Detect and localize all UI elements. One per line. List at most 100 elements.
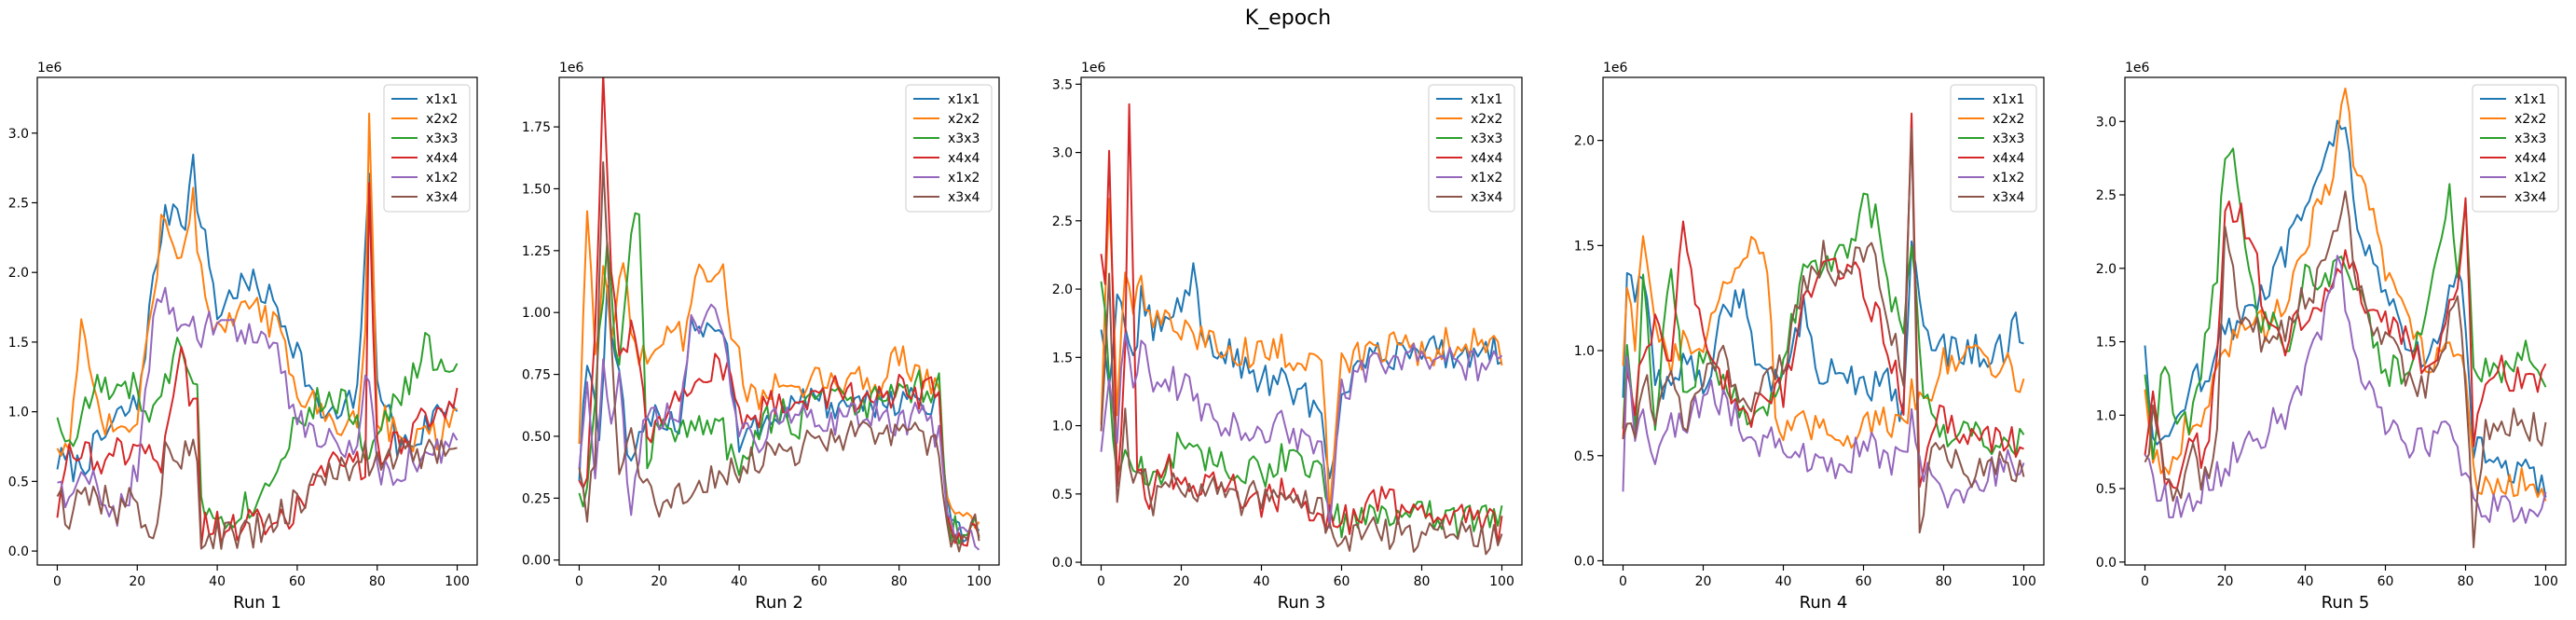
x-axis-label: Run 4 (1800, 593, 1848, 613)
axes-frame (2124, 76, 2567, 566)
plot-area (1100, 103, 1503, 556)
x-tick-label: 0 (53, 574, 62, 589)
x-axis-label: Run 2 (755, 593, 803, 613)
legend-label: x4x4 (948, 151, 980, 166)
series-line-x3x4 (578, 161, 980, 553)
y-tick-label: 1.0 (8, 406, 29, 420)
legend-label: x1x2 (1471, 171, 1502, 186)
legend: x1x1 x2x2 x3x3 x4x4 x1x2 x3x4 (2472, 84, 2559, 213)
legend-label: x2x2 (1993, 112, 2024, 127)
legend-label: x4x4 (1993, 151, 2024, 166)
legend-label: x3x3 (948, 131, 980, 146)
plot-area (2144, 87, 2547, 549)
y-tick-label: 3.0 (1052, 146, 1073, 161)
series-line-x1x1 (1100, 262, 1502, 480)
x-tick-label: 100 (445, 574, 470, 589)
series-line-x3x4 (1622, 128, 2025, 534)
legend: x1x1 x2x2 x3x3 x4x4 x1x2 x3x4 (905, 84, 993, 213)
y-tick-label: 3.0 (8, 127, 29, 142)
legend-label: x1x1 (426, 92, 458, 107)
legend-label: x3x4 (426, 190, 458, 205)
x-tick-label: 80 (1414, 574, 1431, 589)
x-tick-label: 0 (2141, 574, 2149, 589)
x-tick-label: 20 (1695, 574, 1712, 589)
y-tick-label: 0.5 (8, 475, 29, 489)
series-line-x4x4 (56, 182, 459, 548)
x-tick-label: 40 (731, 574, 747, 589)
y-tick-label: 0.0 (2096, 556, 2117, 571)
legend-label: x3x4 (1993, 190, 2024, 205)
x-tick-label: 40 (1775, 574, 1792, 589)
series-line-x3x3 (1622, 192, 2025, 457)
y-tick-label: 2.0 (1052, 282, 1073, 297)
x-tick-label: 20 (651, 574, 667, 589)
x-tick-label: 80 (1936, 574, 1953, 589)
legend-label: x3x4 (1471, 190, 1502, 205)
y-tick-label: 0.75 (522, 368, 551, 383)
legend-label: x3x3 (1993, 131, 2024, 146)
series-line-x3x4 (1100, 272, 1503, 556)
plot-area (1622, 112, 2025, 534)
legend: x1x1 x2x2 x3x3 x4x4 x1x2 x3x4 (1428, 84, 1515, 213)
legend-label: x4x4 (426, 151, 458, 166)
axes-frame (1080, 76, 1523, 566)
y-tick-label: 0.5 (1052, 488, 1073, 503)
subplot-3: 0 20 40 60 80 100 0.0 0.5 1.0 1.5 2.0 2.5 3.0 3.5 1e6 R… (1052, 61, 1523, 613)
y-tick-label: 2.0 (2096, 262, 2117, 277)
legend-label: x3x4 (2514, 190, 2546, 205)
x-tick-label: 0 (1619, 574, 1627, 589)
series-line-x1x1 (1622, 240, 2024, 422)
series-line-x4x4 (1622, 112, 2024, 489)
series-line-x1x1 (2144, 119, 2547, 498)
series-line-x4x4 (2144, 197, 2547, 489)
y-tick-label: 1.5 (2096, 336, 2117, 351)
x-tick-label: 60 (1856, 574, 1872, 589)
x-tick-label: 40 (2297, 574, 2314, 589)
x-tick-label: 0 (575, 574, 583, 589)
y-tick-label: 1.0 (1052, 420, 1073, 434)
legend-label: x4x4 (1471, 151, 1502, 166)
y-tick-label: 0.0 (8, 544, 29, 559)
subplot-1: 0 20 40 60 80 100 0.0 0.5 1.0 1.5 2.0 2.5 3.0 1e6 Run … (8, 61, 478, 613)
legend: x1x1 x2x2 x3x3 x4x4 x1x2 x3x4 (1950, 84, 2037, 213)
y-tick-label: 1.5 (1574, 239, 1595, 254)
legend-label: x1x2 (2514, 171, 2546, 186)
subplot-5: 0 20 40 60 80 100 0.0 0.5 1.0 1.5 2.0 2.5 3.0 1e6 Run … (2096, 61, 2567, 613)
y-offset-label: 1e6 (2125, 61, 2150, 76)
x-tick-label: 60 (2377, 574, 2394, 589)
y-tick-label: 1.25 (522, 244, 551, 259)
legend-label: x2x2 (1471, 112, 1502, 127)
legend-label: x3x3 (1471, 131, 1502, 146)
y-offset-label: 1e6 (1603, 61, 1628, 76)
legend-label: x3x3 (426, 131, 458, 146)
y-offset-label: 1e6 (559, 61, 584, 76)
series-line-x2x2 (578, 210, 980, 530)
y-tick-label: 1.5 (1052, 351, 1073, 365)
series-line-x4x4 (578, 77, 980, 547)
legend-box (2472, 84, 2559, 213)
y-tick-label: 2.5 (1052, 214, 1073, 229)
series-line-x2x2 (56, 112, 458, 457)
x-tick-label: 100 (966, 574, 992, 589)
series-line-x2x2 (1622, 235, 2025, 449)
series-line-x1x2 (578, 303, 980, 551)
legend-label: x3x4 (948, 190, 980, 205)
legend-label: x1x1 (948, 92, 980, 107)
legend-label: x2x2 (2514, 112, 2546, 127)
legend-box (383, 84, 471, 213)
legend-label: x1x2 (948, 171, 980, 186)
plot-area (56, 112, 459, 550)
series-line-x3x4 (2144, 190, 2547, 549)
y-tick-label: 2.5 (2096, 188, 2117, 203)
y-tick-label: 0.50 (522, 430, 551, 445)
series-line-x1x2 (57, 286, 459, 527)
x-tick-label: 40 (1254, 574, 1270, 589)
y-tick-label: 1.50 (522, 182, 551, 197)
legend-label: x2x2 (948, 112, 980, 127)
x-tick-label: 100 (2533, 574, 2558, 589)
y-tick-label: 1.0 (1574, 344, 1595, 359)
axes-frame (36, 76, 478, 566)
x-tick-label: 20 (2217, 574, 2234, 589)
